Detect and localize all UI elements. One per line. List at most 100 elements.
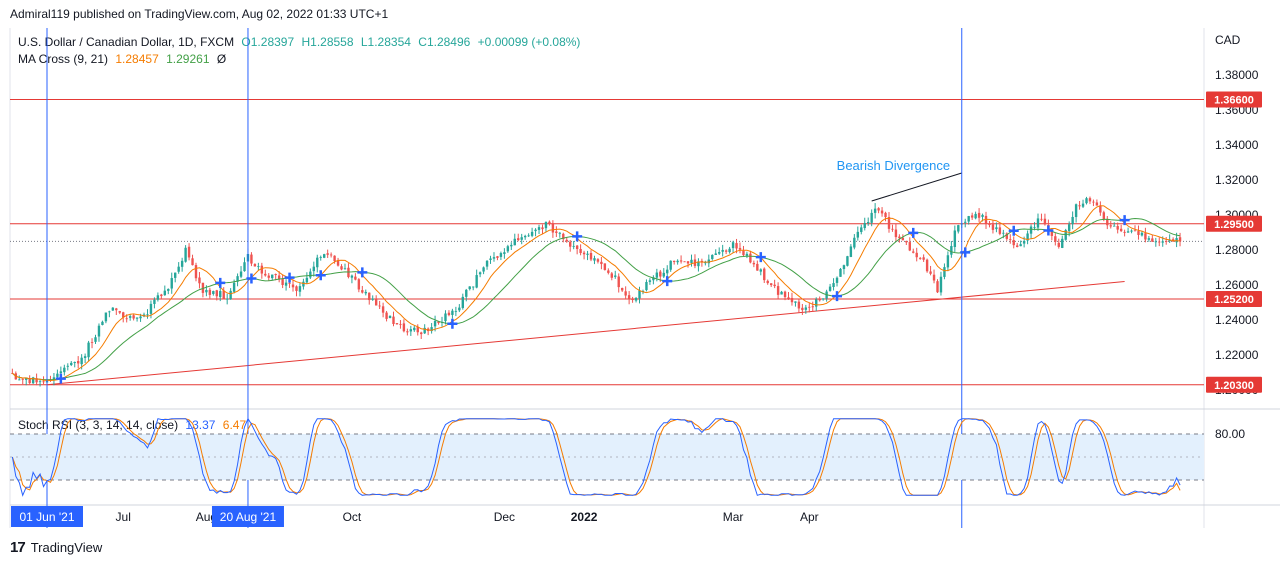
candle-body [912, 251, 915, 253]
candle [825, 289, 828, 302]
candle-body [887, 217, 891, 229]
candle [610, 271, 613, 281]
candle [191, 254, 194, 266]
candle [59, 366, 63, 375]
open-value: O1.28397 [241, 35, 295, 49]
candle-body [537, 227, 541, 230]
candle [1130, 229, 1133, 234]
candle-body [818, 298, 821, 301]
candle [312, 261, 316, 277]
stoch-legend: Stoch RSI (3, 3, 14, 14, close) 13.37 6.… [18, 418, 250, 432]
candle [298, 282, 302, 297]
candle-body [149, 303, 153, 314]
candle [222, 287, 225, 300]
candle [870, 209, 873, 227]
candle [1116, 222, 1119, 234]
candle-body [357, 279, 361, 290]
candle [988, 220, 991, 228]
candle [918, 256, 922, 260]
candle [932, 269, 936, 284]
ma-cross-marker [1008, 225, 1019, 236]
candle [492, 252, 496, 262]
candle-body [1019, 244, 1022, 247]
candle [967, 215, 970, 225]
candle-body [243, 262, 246, 272]
candle [645, 279, 648, 292]
candle [808, 303, 811, 313]
candle [832, 278, 835, 291]
candle [974, 211, 977, 220]
candle-body [87, 342, 90, 358]
price-tick-label: 1.38000 [1215, 68, 1259, 82]
candle [638, 286, 641, 304]
candle-body [600, 261, 603, 265]
candle-body [863, 223, 866, 229]
candle [395, 323, 399, 325]
candle-body [1002, 232, 1005, 234]
candle-body [589, 252, 593, 260]
candle [551, 220, 555, 238]
candle-body [482, 267, 485, 272]
candle [787, 292, 790, 300]
candle-body [558, 232, 562, 234]
candle [586, 250, 589, 261]
candle-body [915, 252, 918, 258]
candle [336, 257, 340, 267]
candle-body [1116, 226, 1119, 230]
ma-cross-marker [832, 291, 843, 302]
candle [111, 307, 115, 311]
candle [180, 257, 184, 272]
candle [915, 247, 918, 262]
candle [752, 260, 756, 268]
candle-body [957, 225, 960, 232]
candle-body [1026, 233, 1029, 241]
candle [783, 290, 787, 301]
candle-body [153, 299, 156, 304]
candle-body [1154, 241, 1157, 243]
candle-body [281, 278, 284, 285]
candle-body [1123, 231, 1126, 233]
candle [167, 288, 170, 295]
candle-body [870, 212, 873, 223]
candle-body [1113, 225, 1116, 227]
candle-body [877, 208, 880, 211]
candle-body [690, 259, 693, 263]
candle [537, 224, 541, 235]
candle-body [271, 274, 274, 279]
candle [769, 283, 773, 288]
tradingview-logo[interactable]: 17 TradingView [10, 539, 102, 556]
candle-body [815, 299, 818, 307]
candle [662, 268, 665, 279]
candle-body [229, 290, 232, 300]
candle [548, 220, 551, 226]
candle [302, 278, 305, 290]
level-price-label-bg [1206, 215, 1262, 232]
candle-body [447, 312, 451, 316]
candle [1113, 222, 1116, 227]
candle [323, 253, 326, 259]
candle [731, 240, 735, 253]
candle [607, 268, 610, 275]
candle [361, 285, 364, 294]
candle [842, 264, 846, 275]
candle-body [392, 316, 395, 325]
candle-body [1057, 242, 1060, 247]
candle [887, 212, 891, 233]
candle-body [925, 259, 929, 272]
candle-body [880, 210, 884, 214]
candle-body [291, 284, 295, 288]
candle [801, 303, 804, 315]
candle-body [905, 240, 908, 243]
candle-body [1054, 236, 1057, 242]
candle [596, 258, 600, 264]
candle [912, 248, 915, 254]
price-tick-label: 1.32000 [1215, 173, 1259, 187]
candle-body [319, 256, 322, 258]
ma-cross-marker [315, 270, 326, 281]
candle [555, 226, 558, 238]
candle [399, 320, 402, 329]
candle [1081, 199, 1085, 209]
candle [478, 271, 482, 278]
candle-body [884, 212, 887, 218]
